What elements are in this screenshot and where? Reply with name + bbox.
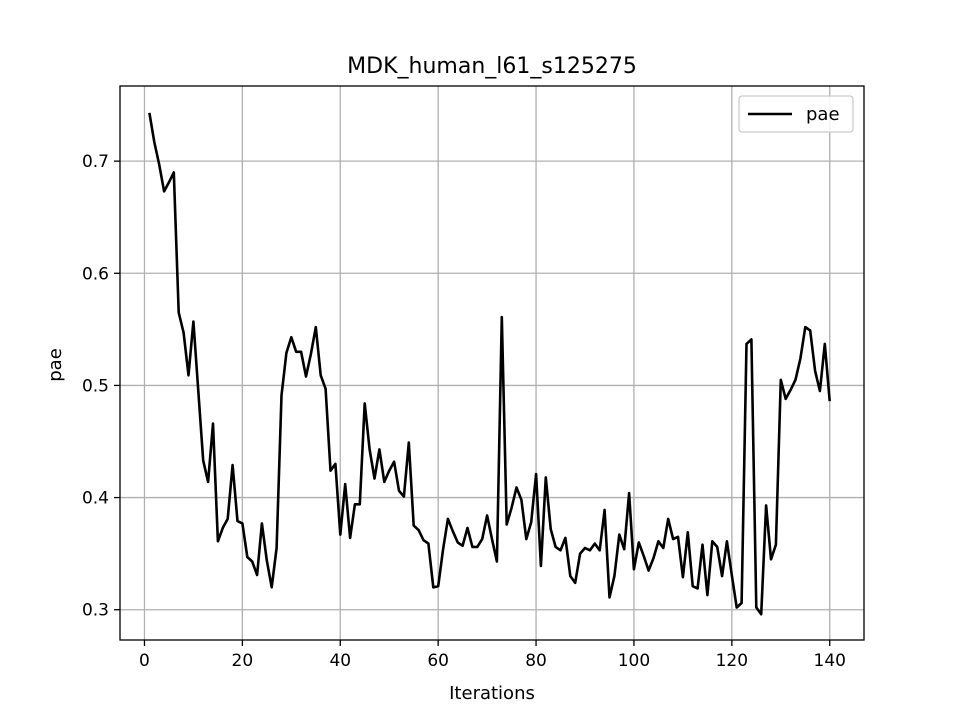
- plot-area-frame: [119, 85, 865, 641]
- legend-frame: [738, 95, 854, 133]
- x-tick-label: 40: [329, 651, 351, 671]
- chart-title: MDK_human_l61_s125275: [347, 54, 637, 79]
- grid-lines: [120, 86, 864, 640]
- x-tick-label: 20: [232, 651, 254, 671]
- x-tick-label: 60: [427, 651, 449, 671]
- series-layer: [148, 112, 831, 616]
- legend-label-pae: pae: [806, 104, 840, 125]
- x-tick-label: 140: [814, 651, 846, 671]
- x-tick-label: 100: [618, 651, 650, 671]
- x-axis-label: Iterations: [449, 683, 535, 704]
- x-tick-label: 0: [139, 651, 150, 671]
- y-tick-label: 0.6: [82, 264, 109, 284]
- x-tick-label: 80: [525, 651, 547, 671]
- x-axis-ticks: 0 20 40 60 80 100 120 140: [139, 640, 846, 671]
- y-tick-label: 0.3: [82, 601, 109, 621]
- series-line-pae: [148, 112, 831, 616]
- y-tick-label: 0.5: [82, 376, 109, 396]
- y-tick-label: 0.4: [82, 489, 109, 509]
- y-tick-label: 0.7: [82, 152, 109, 172]
- y-axis-ticks: 0.3 0.4 0.5 0.6 0.7: [82, 152, 120, 621]
- y-axis-label: pae: [45, 348, 66, 382]
- x-tick-label: 120: [716, 651, 748, 671]
- legend: pae: [738, 95, 854, 133]
